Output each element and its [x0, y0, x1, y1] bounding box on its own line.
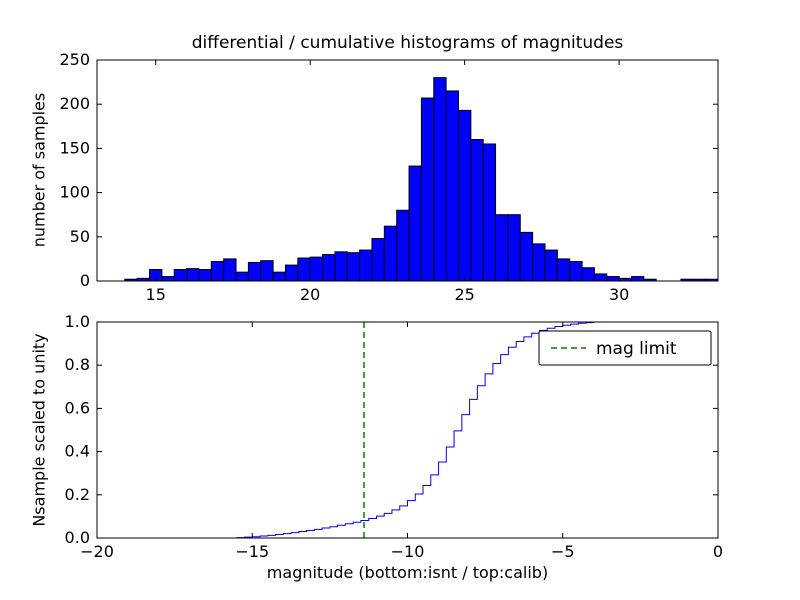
- x-tick-label: −10: [391, 542, 425, 561]
- x-axis-label: magnitude (bottom:isnt / top:calib): [266, 563, 549, 582]
- histogram-bar: [247, 261, 262, 282]
- y-tick-label: 0.2: [65, 485, 90, 504]
- histogram-bar: [396, 209, 410, 282]
- x-tick-label: 15: [146, 285, 166, 304]
- histogram-bar: [272, 271, 286, 282]
- histogram-bar: [420, 97, 435, 282]
- y-tick-label: 0.8: [65, 355, 90, 374]
- histogram-bar: [544, 249, 558, 282]
- histogram-bar: [581, 267, 595, 282]
- histogram-bar: [569, 261, 583, 282]
- y-tick-label: 200: [59, 94, 90, 113]
- histogram-bar: [309, 256, 324, 282]
- y-tick-label: 100: [59, 183, 90, 202]
- histogram-bar: [322, 253, 336, 282]
- cumulative-step-line: [97, 321, 718, 539]
- histogram-bar: [630, 276, 645, 282]
- x-tick-label: 20: [300, 285, 320, 304]
- histogram-bar: [556, 258, 571, 282]
- x-tick-label: −15: [235, 542, 269, 561]
- y-tick-label: 0: [80, 271, 90, 290]
- histogram-bar: [198, 269, 212, 282]
- histogram-bar: [359, 249, 373, 282]
- x-tick-label: 25: [454, 285, 474, 304]
- histogram-bar: [495, 214, 509, 282]
- histogram-bar: [482, 143, 497, 282]
- histogram-bar: [507, 214, 521, 282]
- x-tick-label: 30: [609, 285, 629, 304]
- x-tick-label: −20: [80, 542, 114, 561]
- histogram-bar: [210, 261, 225, 282]
- histogram-bar: [334, 251, 348, 282]
- histogram-bar: [235, 271, 249, 282]
- y-tick-label: 0.0: [65, 528, 90, 547]
- histogram-bar: [161, 276, 175, 282]
- histogram-bar: [260, 260, 274, 282]
- histogram-bar: [408, 165, 422, 282]
- histogram-bar: [383, 225, 398, 282]
- histogram-bar: [284, 264, 299, 282]
- y-tick-label: 1.0: [65, 312, 90, 331]
- histogram-bar: [297, 257, 311, 282]
- histogram-bar: [371, 238, 385, 282]
- histogram-bar: [519, 231, 534, 282]
- histogram-bar: [346, 252, 361, 282]
- histogram-bar: [470, 139, 484, 282]
- y-tick-label: 250: [59, 50, 90, 69]
- histogram-bar: [445, 90, 459, 282]
- legend-box: [538, 330, 712, 366]
- y-tick-label: 50: [70, 227, 90, 246]
- y-tick-label: 0.6: [65, 398, 90, 417]
- histogram-bar: [532, 243, 546, 282]
- bottom-y-axis-label: Nsample scaled to unity: [29, 333, 49, 527]
- histogram-bar: [433, 77, 447, 282]
- x-tick-label: 0: [713, 542, 723, 561]
- histogram-bar: [606, 276, 620, 282]
- chart-title: differential / cumulative histograms of …: [191, 33, 624, 53]
- top-y-axis-label: number of samples: [29, 92, 49, 248]
- histogram-bar: [223, 258, 237, 282]
- y-tick-label: 0.4: [65, 442, 90, 461]
- y-tick-label: 150: [59, 138, 90, 157]
- top-axes-frame: [96, 59, 719, 282]
- legend-label: mag limit: [596, 339, 677, 359]
- x-tick-label: −5: [551, 542, 575, 561]
- histogram-bar: [173, 269, 188, 282]
- histogram-bar: [457, 109, 472, 282]
- histogram-bar: [593, 273, 608, 282]
- histogram-bar: [186, 268, 200, 282]
